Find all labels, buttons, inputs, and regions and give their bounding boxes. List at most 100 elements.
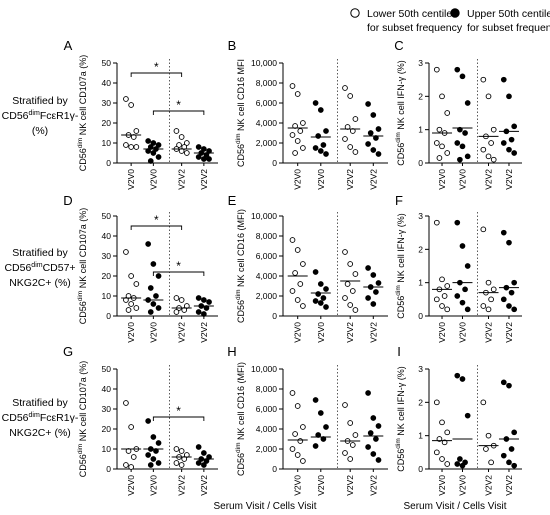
panel-letter: F <box>395 193 403 208</box>
data-point <box>289 390 296 396</box>
data-point <box>459 143 466 150</box>
data-point <box>464 263 471 269</box>
data-point <box>480 399 487 406</box>
data-point <box>173 446 180 452</box>
data-point <box>485 153 492 160</box>
data-point <box>347 420 354 426</box>
x-footer-right: Serum Visit / Cells Visit <box>404 501 507 512</box>
significance-label: * <box>154 213 159 227</box>
y-axis-label: CD56dim NK cell CD16 (MFI) <box>235 362 246 476</box>
data-point <box>123 96 129 102</box>
significance-bracket <box>152 271 205 276</box>
data-point <box>490 286 497 293</box>
row-label-line: NKG2C+ (%) <box>9 277 71 289</box>
data-point <box>490 126 497 133</box>
y-tick-label: 40 <box>102 231 112 241</box>
legend-open-marker <box>350 8 360 18</box>
data-point <box>464 153 471 160</box>
data-point <box>459 73 466 80</box>
data-point <box>292 150 298 156</box>
y-tick-label: 50 <box>102 364 112 374</box>
data-point <box>176 142 182 148</box>
data-point <box>352 307 359 313</box>
data-point <box>347 93 354 99</box>
data-point <box>315 291 322 297</box>
x-footer-middle: Serum Visit / Cells Visit <box>214 501 317 512</box>
data-point <box>206 299 212 305</box>
data-point <box>195 295 202 301</box>
significance-label: * <box>176 259 181 273</box>
y-tick-label: 8,000 <box>256 384 278 394</box>
row-label-line: CD56dimFcεR1γ- <box>2 412 79 424</box>
data-point <box>347 456 354 462</box>
data-point <box>439 419 445 426</box>
data-point <box>459 462 466 469</box>
data-point <box>195 444 202 450</box>
y-tick-label: 0 <box>272 311 277 321</box>
data-point <box>459 376 466 382</box>
data-point <box>433 296 440 303</box>
x-tick-label: V2V0 <box>316 475 326 496</box>
data-point <box>155 142 162 148</box>
y-tick-label: 10 <box>102 138 112 148</box>
data-point <box>454 219 461 226</box>
y-tick-label: 3 <box>418 58 423 68</box>
row-label-line: Stratified by <box>12 397 68 409</box>
x-tick-label: V2V2 <box>504 322 514 343</box>
data-point <box>297 128 304 134</box>
y-tick-label: 30 <box>102 404 112 414</box>
data-point <box>289 83 296 89</box>
data-point <box>506 239 512 246</box>
data-point <box>508 289 515 296</box>
data-point <box>485 432 492 439</box>
y-axis-label: CD56dim NK cell CD107a (%) <box>77 208 88 325</box>
data-point <box>508 136 515 143</box>
data-point <box>488 459 494 466</box>
x-tick-label: V2V0 <box>457 475 467 496</box>
data-point <box>373 289 379 295</box>
panel-e: E 0 2,000 4,000 6,000 8,000 10,000 CD56dim NK c… <box>228 193 388 343</box>
data-point <box>370 451 377 457</box>
data-point <box>439 303 445 309</box>
data-point <box>459 299 466 306</box>
data-point <box>173 309 180 315</box>
data-point <box>312 397 319 403</box>
y-tick-label: 20 <box>102 271 112 281</box>
y-tick-label: 4,000 <box>256 424 278 434</box>
y-tick-label: 1 <box>418 125 423 135</box>
panel-d: D 0 10 20 30 40 50 CD56dim NK cell CD107a (%) V2… <box>63 193 218 343</box>
x-tick-label: V2V0 <box>148 322 158 343</box>
y-tick-label: 3 <box>418 211 423 221</box>
y-axis-label: CD56dim NK cell IFN-γ (%) <box>395 213 406 319</box>
x-tick-label: V2V0 <box>293 475 303 496</box>
data-point <box>294 403 301 409</box>
data-point <box>464 306 471 313</box>
data-point <box>511 123 518 130</box>
data-point <box>317 410 324 416</box>
data-point <box>300 303 306 309</box>
panel-letter: H <box>227 344 236 359</box>
data-point <box>195 144 202 150</box>
data-point <box>500 229 507 236</box>
panel-g: G 0 10 20 30 40 50 CD56dim NK cell CD107a (%) V2… <box>63 344 218 496</box>
data-point <box>320 142 327 148</box>
x-tick-label: V2V0 <box>126 322 136 343</box>
data-point <box>300 120 306 126</box>
y-tick-label: 3 <box>418 364 423 374</box>
significance-label: * <box>176 404 181 418</box>
panel-letter: E <box>228 193 237 208</box>
data-point <box>480 76 487 83</box>
data-point <box>150 140 157 146</box>
data-point <box>317 300 324 306</box>
data-point <box>183 140 190 146</box>
data-point <box>292 431 298 437</box>
y-tick-label: 0 <box>106 464 111 474</box>
data-point <box>457 456 463 462</box>
data-point <box>183 150 190 156</box>
data-point <box>201 450 207 456</box>
data-point <box>485 306 492 313</box>
y-tick-label: 0 <box>106 311 111 321</box>
row-label-line: Stratified by <box>12 247 68 259</box>
y-tick-label: 8,000 <box>256 78 278 88</box>
